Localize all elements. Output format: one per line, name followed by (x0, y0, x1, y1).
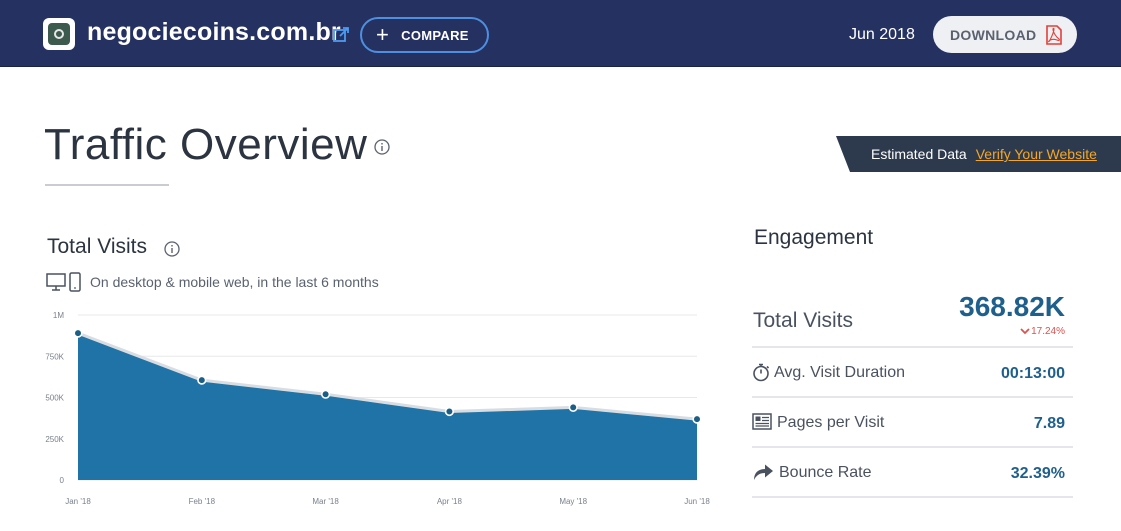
x-tick-label: Feb '18 (189, 497, 216, 506)
data-point (197, 375, 207, 385)
avg-duration-value: 00:13:00 (1000, 365, 1065, 382)
y-tick-label: 1M (53, 311, 64, 320)
total-visits-label: Total Visits (753, 309, 853, 332)
total-visits-chart: 0 250K 500K 750K 1M Jan '18 Feb '18 Mar '18 Apr … (45, 311, 710, 506)
estimated-data-banner: Estimated Data Verify Your Website (836, 136, 1121, 172)
stopwatch-icon (753, 363, 770, 382)
y-tick-label: 750K (45, 352, 64, 361)
chevron-down-icon (1020, 328, 1030, 335)
bounce-rate-label: Bounce Rate (779, 464, 872, 481)
x-tick-label: Mar '18 (312, 497, 339, 506)
device-icons (46, 272, 81, 292)
series-line (77, 331, 698, 421)
top-bar: negociecoins.com.br + COMPARE Jun 2018 D… (0, 0, 1121, 67)
y-tick-label: 500K (45, 394, 64, 403)
total-visits-value: 368.82K (959, 291, 1065, 322)
x-tick-label: Jun '18 (684, 497, 710, 506)
desktop-icon (46, 273, 66, 291)
data-point (692, 414, 702, 424)
mobile-icon (69, 272, 81, 292)
info-icon[interactable] (164, 241, 180, 257)
data-point (568, 402, 578, 412)
engagement-bounce-rate: Bounce Rate 32.39% (752, 448, 1073, 498)
x-tick-label: May '18 (559, 497, 587, 506)
compare-button[interactable]: + COMPARE (360, 17, 489, 53)
pages-per-visit-label: Pages per Visit (777, 414, 885, 431)
data-point (444, 406, 455, 417)
y-tick-label: 0 (60, 476, 65, 485)
site-logo (43, 18, 75, 50)
total-visits-title: Total Visits (47, 235, 147, 258)
page-title: Traffic Overview (44, 120, 368, 169)
engagement-avg-duration: Avg. Visit Duration 00:13:00 (752, 348, 1073, 398)
engagement-pages-per-visit: Pages per Visit 7.89 (752, 398, 1073, 448)
total-visits-change: 17.24% (1020, 326, 1065, 337)
engagement-total-visits: Total Visits 368.82K 17.24% (752, 285, 1073, 348)
y-tick-label: 250K (45, 435, 64, 444)
title-underline (45, 184, 169, 186)
site-name: negociecoins.com.br (87, 18, 341, 46)
download-button[interactable]: DOWNLOAD (933, 16, 1077, 53)
data-point (73, 328, 83, 338)
pages-per-visit-value: 7.89 (1033, 415, 1065, 432)
verify-website-link[interactable]: Verify Your Website (975, 146, 1097, 162)
pdf-icon (1046, 24, 1063, 45)
bounce-arrow-icon (754, 464, 773, 480)
info-icon[interactable] (374, 139, 390, 155)
total-visits-change-value: 17.24% (1031, 326, 1065, 337)
total-visits-subtitle: On desktop & mobile web, in the last 6 m… (90, 274, 379, 290)
plus-icon: + (376, 22, 390, 47)
external-link-icon[interactable] (332, 26, 350, 44)
x-tick-label: Jan '18 (65, 497, 91, 506)
bounce-rate-value: 32.39% (1010, 465, 1065, 482)
pages-icon (752, 413, 772, 430)
data-point (321, 389, 331, 399)
area-fill (78, 333, 697, 480)
estimated-label: Estimated Data (871, 146, 967, 162)
avg-duration-label: Avg. Visit Duration (774, 364, 906, 381)
x-tick-label: Apr '18 (437, 497, 463, 506)
download-label: DOWNLOAD (950, 26, 1037, 43)
date-selector[interactable]: Jun 2018 (849, 26, 915, 43)
compare-label: COMPARE (401, 27, 469, 43)
engagement-title: Engagement (754, 226, 874, 249)
